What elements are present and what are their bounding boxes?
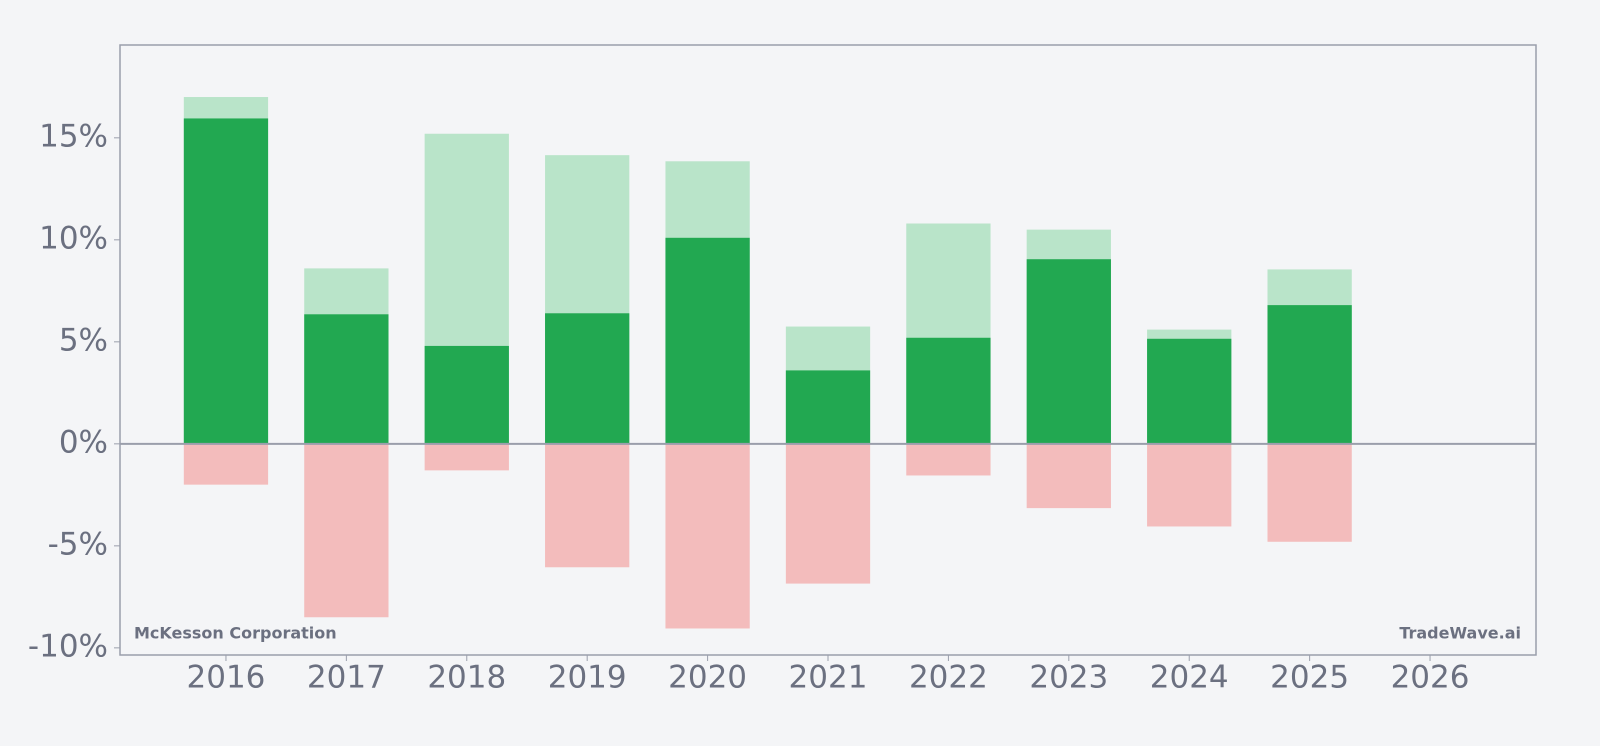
bar bbox=[1147, 443, 1232, 527]
bar bbox=[785, 370, 871, 444]
bar bbox=[906, 443, 991, 476]
bar bbox=[1026, 443, 1111, 509]
bar bbox=[1026, 259, 1111, 444]
bar bbox=[906, 337, 991, 444]
x-tick-label: 2016 bbox=[187, 660, 266, 696]
bar bbox=[785, 443, 871, 584]
bar bbox=[424, 345, 509, 444]
plot-frame bbox=[119, 44, 1537, 656]
y-tick-label: 5% bbox=[59, 322, 108, 358]
bar bbox=[665, 237, 750, 444]
bar bbox=[183, 118, 269, 444]
y-tick-label: 0% bbox=[59, 424, 108, 460]
bar bbox=[545, 443, 630, 568]
bar bbox=[545, 313, 630, 444]
x-tick-label: 2024 bbox=[1150, 660, 1229, 696]
x-tick-label: 2018 bbox=[427, 660, 506, 696]
x-tick-label: 2025 bbox=[1270, 660, 1349, 696]
company-label: McKesson Corporation bbox=[134, 624, 337, 643]
source-label: TradeWave.ai bbox=[1399, 624, 1521, 643]
bar bbox=[424, 443, 509, 471]
x-tick-label: 2019 bbox=[548, 660, 627, 696]
x-tick-label: 2020 bbox=[668, 660, 747, 696]
bar bbox=[1267, 443, 1352, 542]
y-tick-label: 10% bbox=[39, 220, 108, 256]
x-tick-label: 2023 bbox=[1029, 660, 1108, 696]
bar bbox=[304, 443, 389, 618]
bar bbox=[1267, 305, 1352, 444]
x-tick-label: 2017 bbox=[307, 660, 386, 696]
bar bbox=[183, 443, 269, 485]
bar bbox=[304, 314, 389, 444]
x-tick-label: 2026 bbox=[1391, 660, 1470, 696]
x-tick-label: 2022 bbox=[909, 660, 988, 696]
y-tick-label: -10% bbox=[28, 628, 108, 664]
bar bbox=[1147, 338, 1232, 444]
x-tick-label: 2021 bbox=[789, 660, 868, 696]
y-tick-label: 15% bbox=[39, 118, 108, 154]
y-tick-label: -5% bbox=[48, 526, 108, 562]
bar bbox=[665, 443, 750, 629]
